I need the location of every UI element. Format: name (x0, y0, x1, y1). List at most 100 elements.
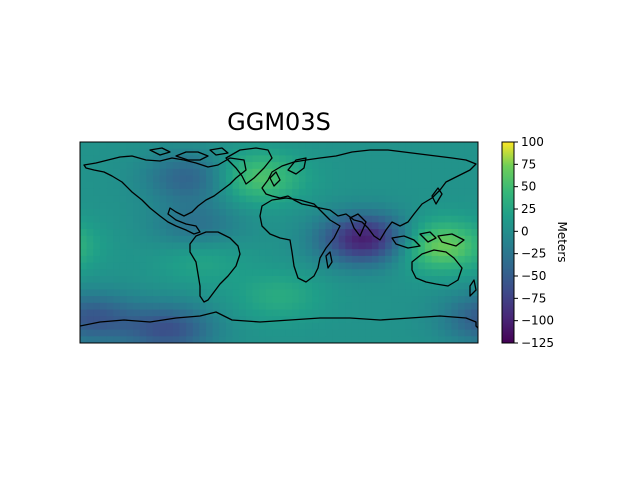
field-cell (173, 176, 180, 183)
field-cell (465, 196, 472, 203)
field-cell (133, 169, 140, 176)
field-cell (372, 182, 379, 189)
field-cell (465, 249, 472, 256)
field-cell (458, 196, 465, 203)
field-cell (325, 303, 332, 310)
field-cell (219, 303, 226, 310)
field-cell (359, 142, 366, 149)
field-cell (359, 182, 366, 189)
field-cell (193, 296, 200, 303)
field-cell (398, 256, 405, 263)
field-cell (438, 243, 445, 250)
field-cell (365, 269, 372, 276)
field-cell (352, 236, 359, 243)
field-cell (359, 276, 366, 283)
field-cell (173, 289, 180, 296)
field-cell (379, 243, 386, 250)
field-cell (312, 249, 319, 256)
field-cell (392, 330, 399, 337)
field-cell (292, 289, 299, 296)
field-cell (385, 142, 392, 149)
field-cell (193, 269, 200, 276)
field-cell (352, 162, 359, 169)
field-cell (80, 182, 87, 189)
field-cell (451, 169, 458, 176)
field-cell (372, 310, 379, 317)
field-cell (279, 222, 286, 229)
field-cell (146, 310, 153, 317)
field-cell (312, 229, 319, 236)
field-cell (279, 296, 286, 303)
field-cell (259, 249, 266, 256)
field-cell (199, 236, 206, 243)
field-cell (365, 249, 372, 256)
field-cell (146, 222, 153, 229)
field-cell (140, 142, 147, 149)
field-cell (385, 243, 392, 250)
field-cell (100, 142, 107, 149)
field-cell (365, 162, 372, 169)
field-cell (339, 189, 346, 196)
field-cell (233, 283, 240, 290)
field-cell (299, 249, 306, 256)
field-cell (425, 189, 432, 196)
field-cell (345, 256, 352, 263)
field-cell (246, 296, 253, 303)
field-cell (246, 303, 253, 310)
field-cell (100, 263, 107, 270)
field-cell (140, 269, 147, 276)
field-cell (186, 182, 193, 189)
field-cell (133, 176, 140, 183)
field-cell (80, 249, 87, 256)
field-cell (325, 316, 332, 323)
field-cell (153, 276, 160, 283)
field-cell (306, 289, 313, 296)
field-cell (160, 243, 167, 250)
field-cell (312, 222, 319, 229)
field-cell (173, 269, 180, 276)
field-cell (126, 303, 133, 310)
field-cell (93, 182, 100, 189)
field-cell (332, 142, 339, 149)
field-cell (166, 283, 173, 290)
field-cell (246, 236, 253, 243)
field-cell (432, 269, 439, 276)
field-cell (445, 209, 452, 216)
field-cell (160, 256, 167, 263)
field-cell (319, 296, 326, 303)
field-cell (246, 189, 253, 196)
field-cell (365, 155, 372, 162)
field-cell (226, 216, 233, 223)
field-cell (173, 202, 180, 209)
field-cell (352, 303, 359, 310)
field-cell (299, 236, 306, 243)
field-cell (451, 303, 458, 310)
field-cell (160, 229, 167, 236)
field-cell (292, 323, 299, 330)
field-cell (418, 176, 425, 183)
field-cell (325, 229, 332, 236)
field-cell (133, 216, 140, 223)
field-cell (146, 249, 153, 256)
field-cell (339, 330, 346, 337)
field-cell (279, 289, 286, 296)
field-cell (339, 283, 346, 290)
field-cell (233, 330, 240, 337)
field-cell (233, 276, 240, 283)
field-cell (100, 289, 107, 296)
field-cell (332, 323, 339, 330)
field-cell (239, 303, 246, 310)
field-cell (239, 289, 246, 296)
field-cell (445, 155, 452, 162)
field-cell (412, 323, 419, 330)
field-cell (412, 289, 419, 296)
field-cell (252, 330, 259, 337)
field-cell (319, 316, 326, 323)
field-cell (126, 202, 133, 209)
field-cell (438, 169, 445, 176)
field-cell (193, 303, 200, 310)
field-cell (126, 176, 133, 183)
field-cell (246, 155, 253, 162)
field-cell (246, 289, 253, 296)
field-cell (186, 142, 193, 149)
